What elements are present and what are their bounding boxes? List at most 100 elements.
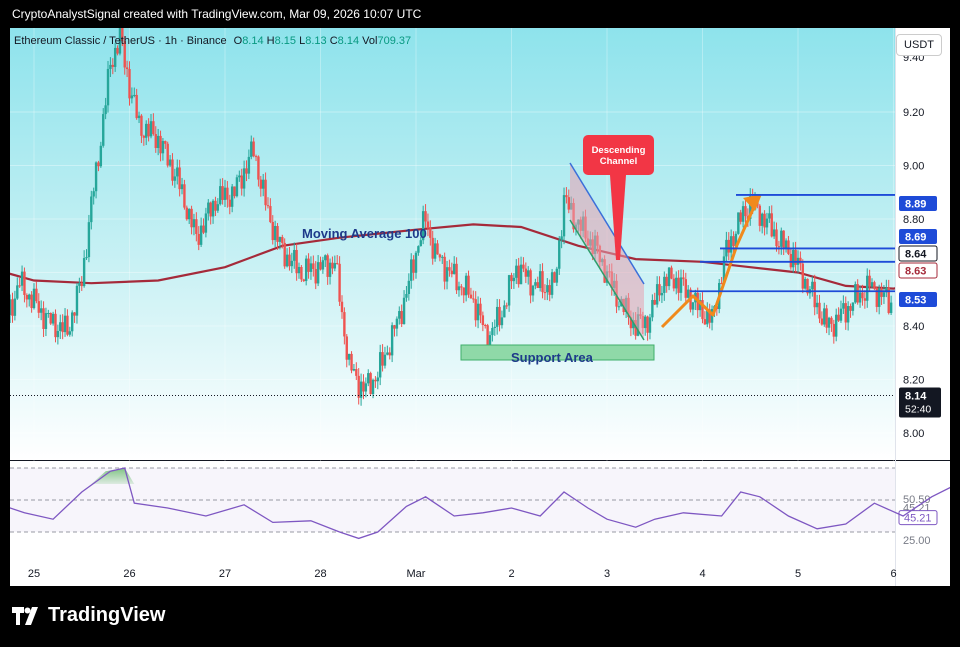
candle-body: [734, 233, 738, 246]
current-price-tag[interactable]: [899, 387, 941, 418]
candle-body: [214, 200, 217, 211]
candle-body: [51, 313, 55, 324]
callout-pointer: [610, 175, 626, 260]
candle-body: [285, 254, 289, 267]
chart-attribution: CryptoAnalystSignal created with Trading…: [12, 7, 422, 21]
candle-body: [644, 316, 647, 329]
current-price-label: 8.14: [905, 391, 927, 403]
price-tag[interactable]: [898, 245, 938, 262]
candle-body: [102, 114, 105, 146]
candle-body: [11, 299, 14, 316]
candle-body: [706, 309, 709, 325]
candle-body: [500, 317, 504, 326]
candle-body: [543, 292, 547, 294]
candle-body: [421, 211, 425, 241]
candle-body: [355, 369, 358, 376]
candle-body: [815, 302, 819, 308]
candle-body: [204, 213, 208, 233]
candle-body: [672, 278, 676, 289]
candle-body: [359, 381, 363, 398]
price-tag[interactable]: [898, 262, 938, 279]
price-tag[interactable]: [899, 196, 937, 211]
candle-body: [331, 262, 334, 269]
projection-path[interactable]: [660, 197, 760, 329]
candle-body: [295, 249, 298, 274]
support-area-label: Support Area: [511, 350, 594, 365]
support-area-box[interactable]: [460, 344, 655, 361]
channel-upper-line[interactable]: [569, 162, 645, 285]
candle-body: [190, 208, 193, 228]
candle-body: [347, 353, 351, 360]
price-tag-label: 8.63: [905, 266, 926, 278]
candle-body: [152, 121, 155, 135]
candle-body: [242, 168, 246, 189]
candle-body: [729, 236, 733, 253]
candle-body: [123, 41, 126, 68]
candle-body: [770, 213, 773, 237]
candle-body: [187, 208, 191, 220]
candle-body: [257, 156, 260, 180]
candle-body: [873, 282, 876, 289]
candle-body: [118, 28, 122, 54]
candle-body: [739, 212, 742, 222]
candle-body: [858, 292, 862, 303]
descending-channel-callout[interactable]: [583, 135, 654, 175]
candle-body: [171, 159, 174, 181]
candle-body: [441, 256, 444, 258]
chart-frame[interactable]: Moving Average 100 Support Area Descending…: [10, 28, 950, 586]
candle-body: [130, 95, 134, 99]
candle-body: [238, 175, 241, 178]
candle-body: [536, 282, 539, 289]
candle-body: [211, 200, 215, 217]
candle-body: [142, 135, 146, 138]
candle-body: [708, 309, 711, 323]
candle-body: [369, 373, 372, 395]
candle-body: [658, 284, 661, 296]
candle-body: [250, 141, 253, 157]
candle-body: [670, 267, 673, 279]
candle-body: [629, 317, 633, 329]
currency-button[interactable]: USDT: [896, 34, 942, 56]
candle-body: [319, 262, 322, 270]
bar-countdown-label: 52:40: [905, 404, 931, 416]
candle-body: [223, 187, 227, 200]
rsi-axis[interactable]: [895, 461, 950, 556]
candle-body: [722, 256, 726, 284]
candle-body: [567, 197, 570, 210]
candle-body: [388, 352, 391, 356]
candle-body: [300, 266, 303, 280]
candle-body: [560, 236, 563, 241]
candle-body: [400, 311, 403, 325]
price-tag[interactable]: [899, 229, 937, 244]
candle-body: [851, 302, 855, 311]
candle-body: [293, 249, 296, 261]
candle-body: [402, 297, 406, 325]
price-chart[interactable]: Moving Average 100 Support Area Descending…: [10, 28, 950, 586]
candle-body: [803, 278, 807, 289]
candle-body: [832, 323, 836, 337]
candle-body: [818, 302, 821, 319]
candle-body: [326, 255, 329, 277]
candle-body: [889, 302, 893, 313]
rsi-overbought-fill: [91, 468, 135, 484]
candle-body: [324, 255, 327, 261]
candle-body: [507, 275, 511, 306]
price-tag[interactable]: [899, 292, 937, 307]
candle-body: [866, 275, 869, 301]
candle-body: [720, 283, 723, 285]
candle-body: [297, 266, 301, 274]
candle-body: [529, 270, 532, 296]
symbol-name[interactable]: Ethereum Classic / TetherUS · 1h · Binan…: [14, 35, 227, 47]
candle-body: [185, 207, 188, 220]
x-tick-label: 5: [795, 568, 801, 580]
candle-body: [75, 285, 79, 316]
rsi-value-tag[interactable]: [898, 510, 938, 526]
channel-lower-line[interactable]: [569, 219, 645, 341]
candle-body: [367, 373, 370, 384]
candle-body: [510, 275, 513, 282]
candle-body: [352, 369, 356, 371]
candle-body: [378, 352, 382, 378]
tradingview-logo[interactable]: TradingView: [12, 604, 165, 627]
rsi-line[interactable]: [10, 467, 950, 540]
candle-body: [419, 240, 422, 247]
